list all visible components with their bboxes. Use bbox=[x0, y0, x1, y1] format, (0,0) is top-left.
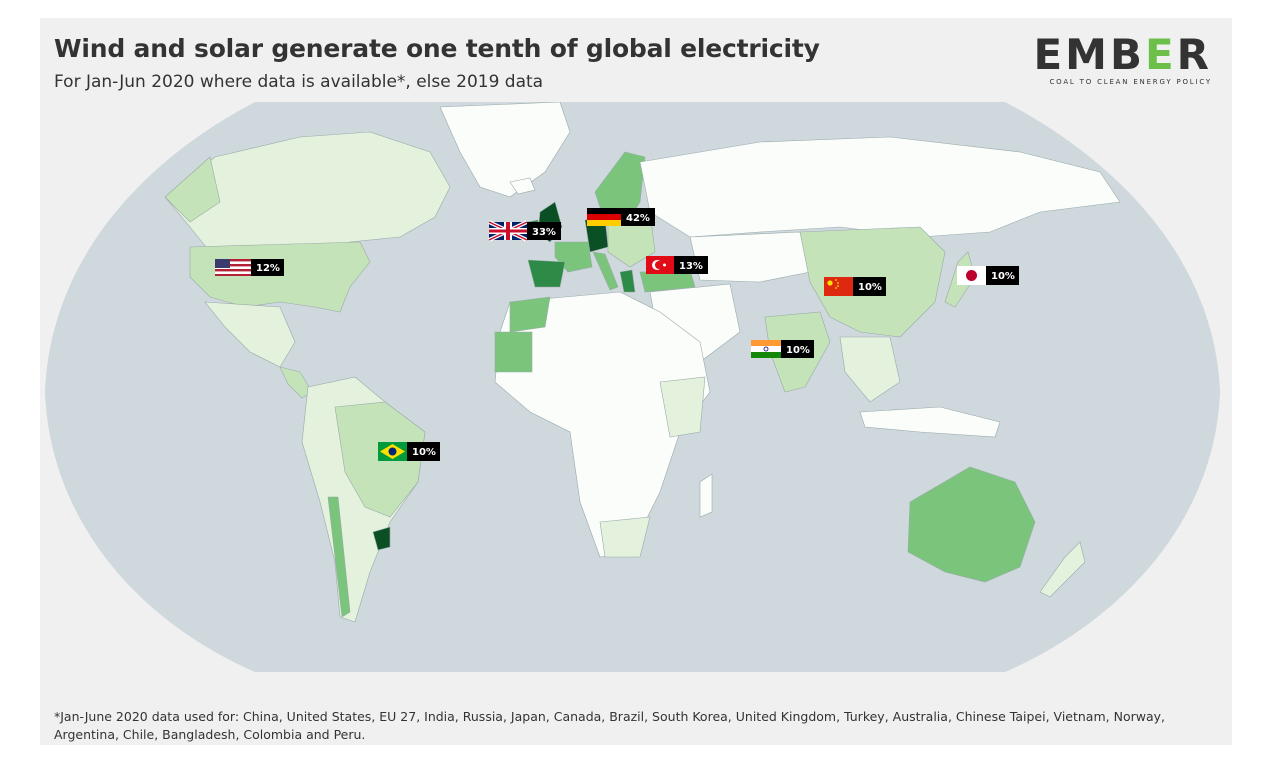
de-value-label: 42% bbox=[626, 213, 650, 224]
jp-value-badge bbox=[986, 266, 1019, 285]
uk-value-label: 33% bbox=[532, 227, 556, 238]
tr-value-badge bbox=[674, 256, 708, 274]
callout-germany: 42% bbox=[587, 208, 655, 226]
jp-flag-icon bbox=[957, 266, 986, 285]
uruguay bbox=[372, 526, 391, 551]
callout-united-states: 12% bbox=[215, 259, 284, 276]
footnote: *Jan-June 2020 data used for: China, Uni… bbox=[54, 709, 1165, 742]
chart-card: Wind and solar generate one tenth of glo… bbox=[40, 18, 1232, 745]
alaska bbox=[164, 156, 221, 223]
tr-value-label: 13% bbox=[679, 261, 703, 272]
chile bbox=[327, 496, 351, 618]
logo-tagline: COAL TO CLEAN ENERGY POLICY bbox=[1049, 78, 1212, 86]
greece bbox=[619, 269, 636, 293]
de-value-badge bbox=[621, 208, 655, 226]
south-africa bbox=[599, 516, 651, 558]
indonesia bbox=[859, 406, 1001, 438]
madagascar bbox=[699, 473, 713, 518]
callout-brazil: 10% bbox=[378, 442, 440, 461]
cn-value-label: 10% bbox=[858, 282, 882, 293]
iceland bbox=[509, 177, 536, 195]
uk-value-badge bbox=[527, 222, 561, 240]
jp-value-label: 10% bbox=[991, 271, 1015, 282]
italy bbox=[592, 251, 619, 291]
in-value-badge bbox=[781, 340, 814, 358]
de-flag-icon bbox=[587, 208, 621, 226]
western-sahara bbox=[494, 331, 533, 373]
callout-india: 10% bbox=[751, 340, 814, 358]
br-flag-icon bbox=[378, 442, 407, 461]
in-flag-icon bbox=[751, 340, 781, 358]
page-subtitle: For Jan-Jun 2020 where data is available… bbox=[54, 72, 544, 92]
world-map: 12% 33% 42% bbox=[45, 102, 1220, 672]
callout-united-kingdom: 33% bbox=[488, 220, 561, 242]
callout-china: 10% bbox=[824, 277, 886, 296]
us-flag-icon bbox=[215, 259, 251, 276]
russia bbox=[639, 136, 1121, 238]
page-title: Wind and solar generate one tenth of glo… bbox=[54, 34, 820, 63]
australia bbox=[907, 466, 1036, 583]
br-value-label: 10% bbox=[412, 447, 436, 458]
us-value-badge bbox=[251, 259, 284, 276]
callout-japan: 10% bbox=[957, 266, 1019, 285]
cn-flag-icon bbox=[824, 277, 853, 296]
spain-portugal bbox=[527, 259, 566, 288]
logo-wordmark: EMBER bbox=[1033, 30, 1212, 79]
br-value-badge bbox=[407, 442, 440, 461]
callout-turkey: 13% bbox=[646, 256, 708, 274]
new-zealand bbox=[1039, 541, 1086, 598]
in-value-label: 10% bbox=[786, 345, 810, 356]
uk-flag-icon bbox=[488, 220, 528, 242]
cn-value-badge bbox=[853, 277, 886, 296]
southeast-asia bbox=[839, 336, 901, 403]
east-africa bbox=[659, 376, 706, 438]
ember-logo: EMBER COAL TO CLEAN ENERGY POLICY bbox=[1033, 32, 1212, 88]
us-value-label: 12% bbox=[256, 263, 280, 274]
tr-flag-icon bbox=[646, 256, 674, 274]
morocco bbox=[509, 296, 551, 333]
